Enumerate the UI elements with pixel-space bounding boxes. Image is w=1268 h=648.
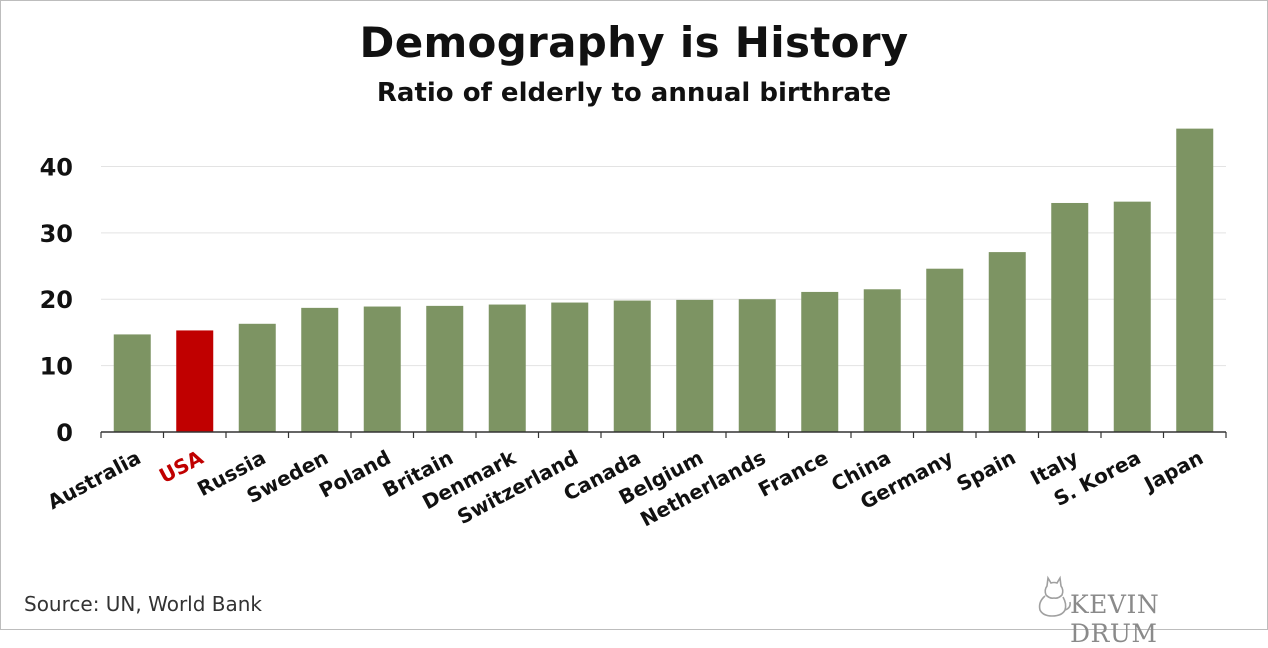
bar [113, 334, 151, 432]
bar [551, 302, 589, 432]
bar [988, 252, 1026, 432]
bar [363, 306, 401, 432]
y-tick-label: 0 [56, 419, 73, 447]
brand-logo: KEVIN DRUM [1030, 572, 1230, 648]
bar [238, 323, 276, 432]
y-tick-label: 40 [40, 153, 73, 181]
bar [613, 300, 651, 432]
bar [301, 307, 339, 432]
chart-title: Demography is History [359, 18, 909, 67]
bar [1113, 201, 1151, 432]
cat-icon [1038, 575, 1071, 617]
source-note: Source: UN, World Bank [24, 592, 263, 616]
y-tick-label: 20 [40, 286, 73, 314]
bar [863, 289, 901, 432]
bar [488, 304, 526, 432]
x-tick-label: Japan [1138, 445, 1207, 497]
y-tick-label: 30 [40, 220, 73, 248]
bar [676, 299, 714, 432]
bar [926, 268, 964, 432]
bar [738, 299, 776, 432]
y-tick-label: 10 [40, 353, 73, 381]
bar [176, 330, 214, 432]
logo-text: KEVIN DRUM [1070, 590, 1160, 648]
bar [1176, 128, 1214, 432]
x-tick-label: Spain [952, 445, 1019, 496]
chart-subtitle: Ratio of elderly to annual birthrate [376, 78, 892, 108]
x-tick-label: France [754, 445, 832, 502]
x-tick-label: Australia [43, 445, 144, 514]
bar [426, 305, 464, 432]
bar [1051, 202, 1089, 432]
x-tick-label: Poland [315, 445, 395, 502]
bar [801, 291, 839, 432]
